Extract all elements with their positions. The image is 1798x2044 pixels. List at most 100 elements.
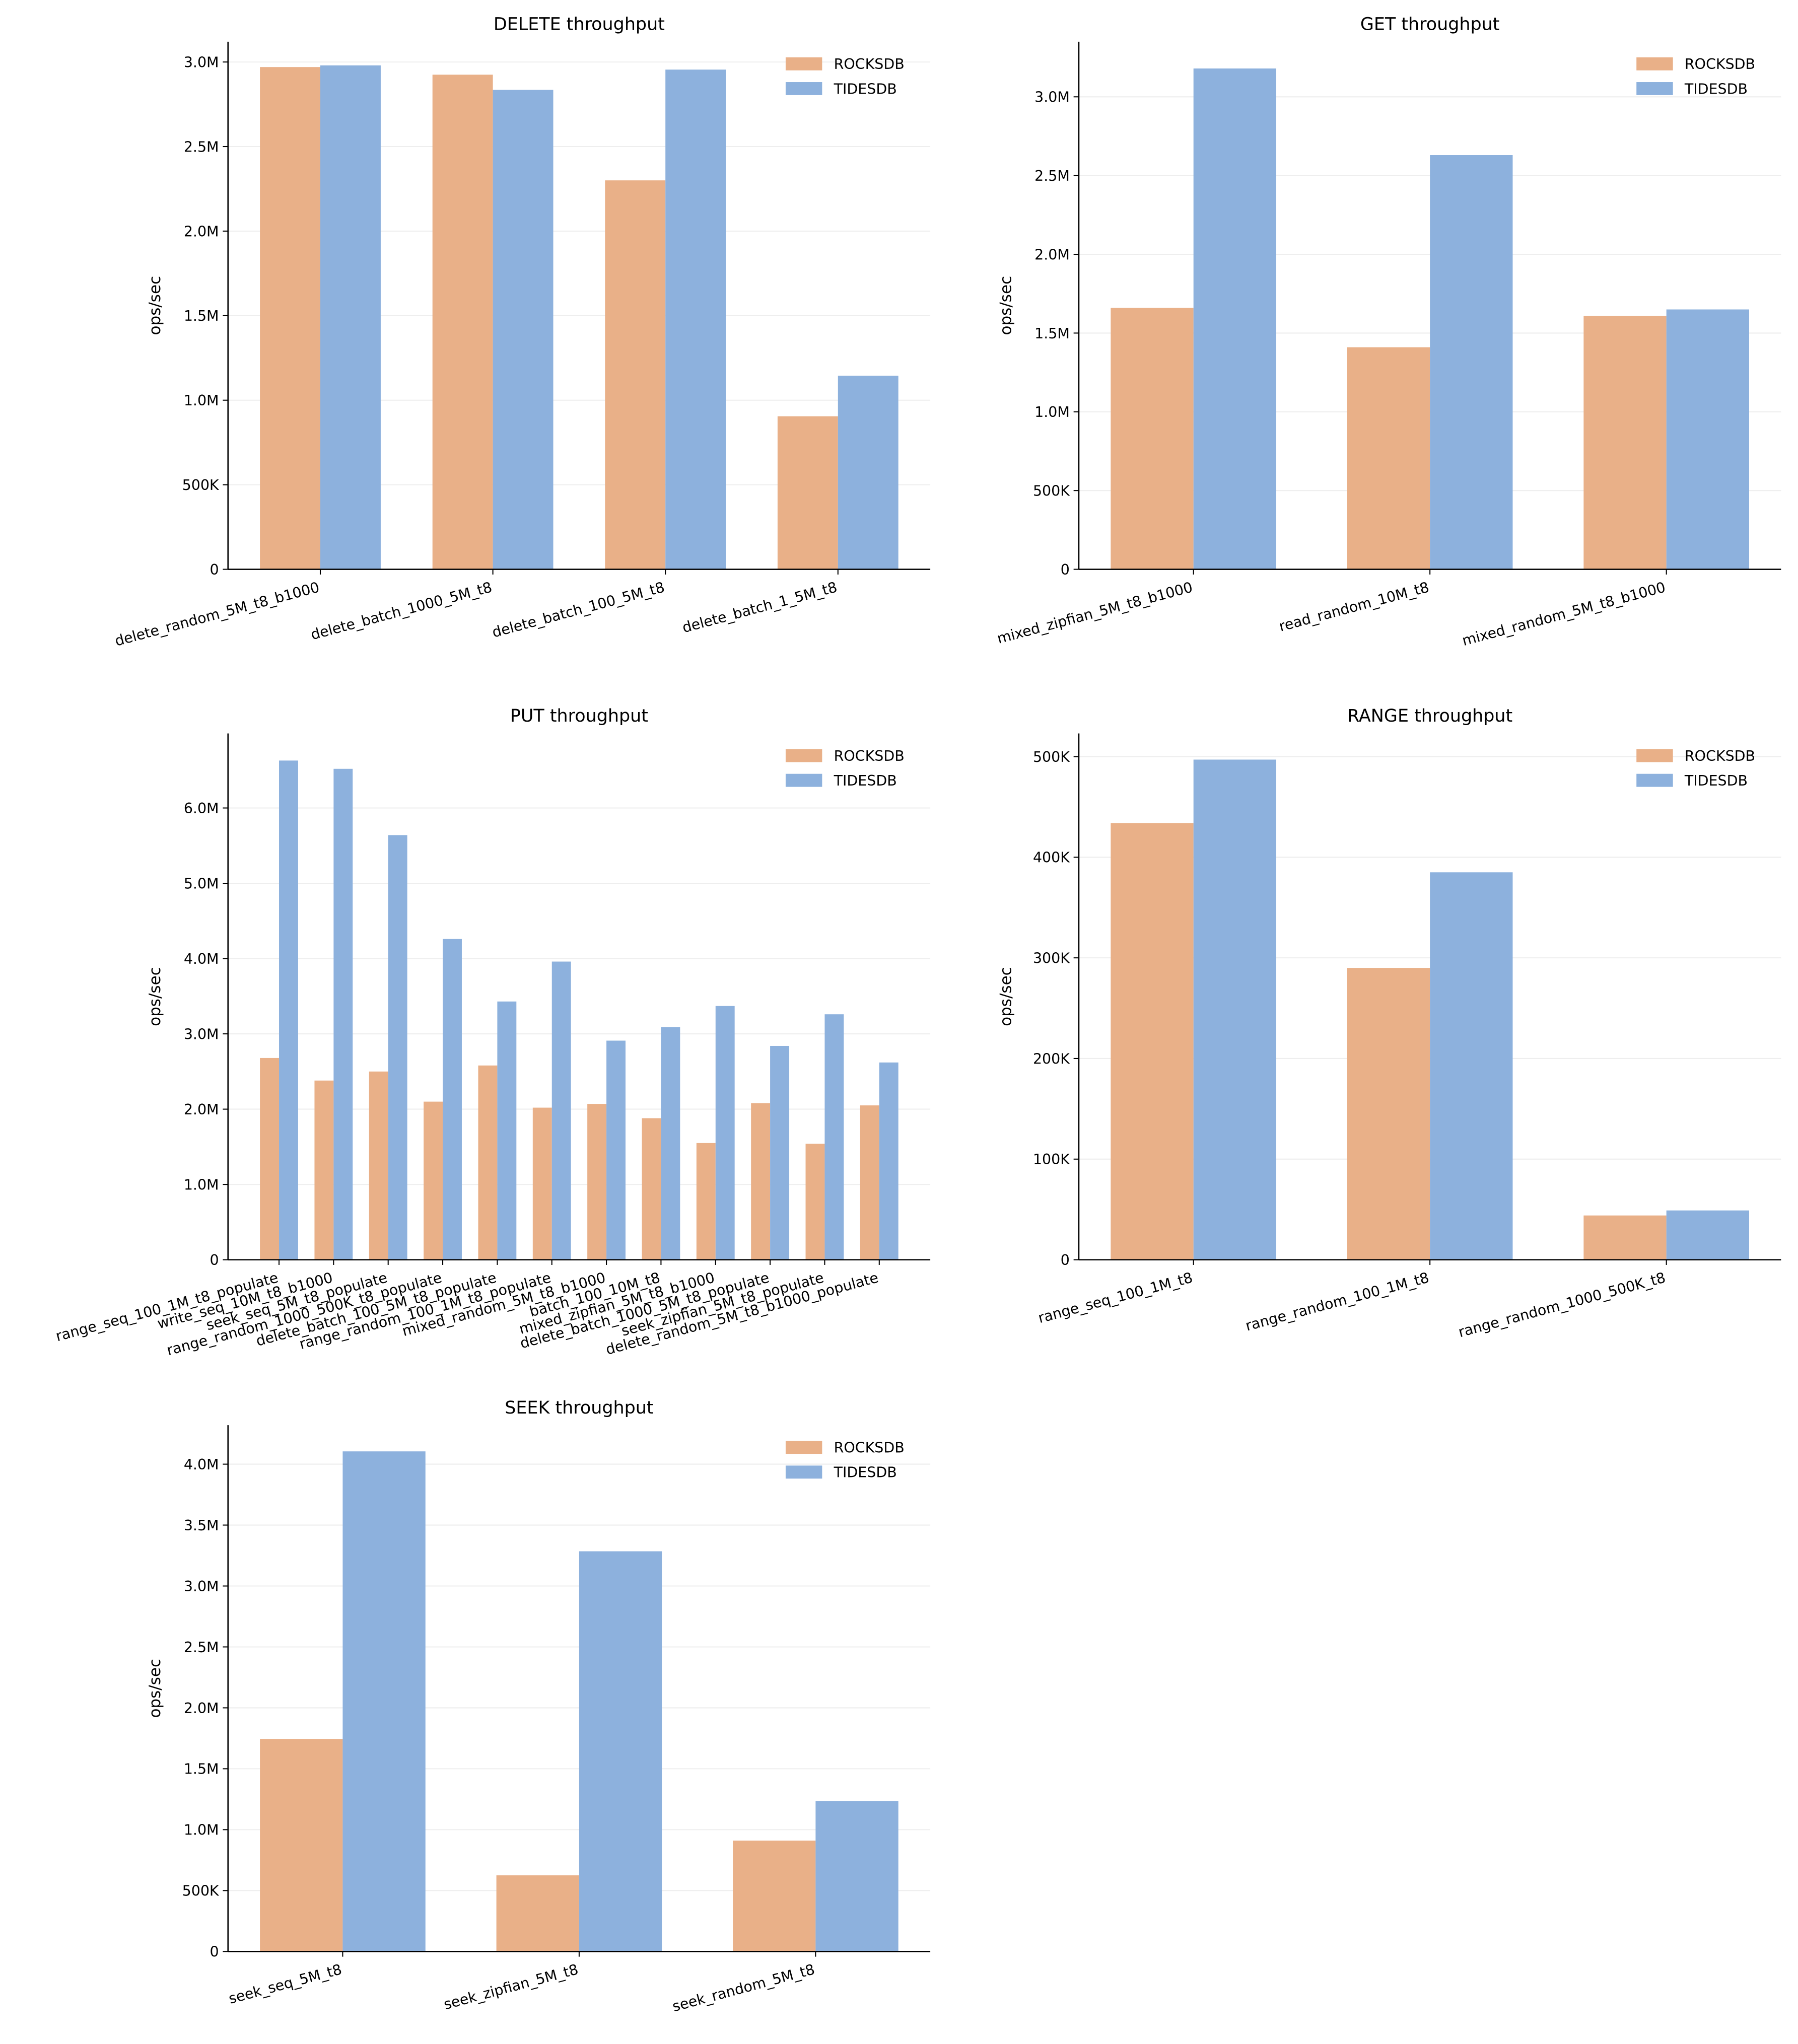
bar-rocksdb	[1111, 308, 1194, 570]
chart-title: RANGE throughput	[1347, 706, 1512, 726]
chart-seek: 0 500K 1.0M 1.5M 2.0M 2.5M 3.0M 3.5M 4.0M seek_se…	[146, 1398, 931, 2015]
y-tick-label: 1.5M	[184, 1761, 219, 1778]
y-axis-label: ops/sec	[146, 1659, 164, 1718]
y-tick-label: 3.0M	[184, 1026, 219, 1042]
x-tick-label: seek_seq_5M_t8	[227, 1961, 343, 2007]
x-tick-label: delete_random_5M_t8_b1000	[113, 579, 321, 649]
y-tick-label: 1.0M	[1034, 404, 1070, 420]
chart-title: PUT throughput	[510, 706, 648, 726]
bar-tidesdb	[715, 1006, 735, 1260]
bar-rocksdb	[314, 1080, 334, 1260]
bar-tidesdb	[1193, 68, 1277, 570]
legend: ROCKSDB TIDESDB	[785, 56, 905, 97]
bar-tidesdb	[333, 768, 353, 1260]
chart-title: GET throughput	[1360, 15, 1500, 35]
y-tick-label: 100K	[1033, 1151, 1070, 1168]
y-tick-label: 1.0M	[184, 1822, 219, 1839]
legend-label: TIDESDB	[1684, 772, 1748, 789]
bar-tidesdb	[1666, 1210, 1749, 1260]
y-tick-label: 5.0M	[184, 875, 219, 892]
bar-tidesdb	[1666, 309, 1749, 570]
legend: ROCKSDB TIDESDB	[1636, 748, 1755, 789]
x-tick-label: mixed_zipfian_5M_t8_b1000	[995, 579, 1194, 647]
bar-tidesdb	[661, 1027, 680, 1260]
y-tick-label: 3.0M	[184, 54, 219, 71]
y-tick-label: 2.5M	[184, 138, 219, 155]
y-tick-label: 500K	[182, 477, 220, 494]
legend-swatch-rocksdb	[785, 1441, 822, 1454]
bar-tidesdb	[1430, 872, 1513, 1260]
y-tick-label: 4.0M	[184, 1456, 219, 1473]
y-axis-label: ops/sec	[146, 967, 164, 1026]
y-tick-label: 2.0M	[1034, 246, 1070, 263]
x-tick-label: mixed_random_5M_t8_b1000	[1461, 579, 1668, 649]
bar-tidesdb	[606, 1040, 626, 1260]
legend-swatch-tidesdb	[1636, 773, 1673, 787]
legend-swatch-tidesdb	[785, 773, 822, 787]
bar-tidesdb	[770, 1045, 790, 1260]
legend-swatch-tidesdb	[785, 82, 822, 95]
bar-rocksdb	[642, 1118, 661, 1260]
y-tick-label: 4.0M	[184, 951, 219, 967]
bar-rocksdb	[777, 416, 838, 570]
y-tick-label: 0	[210, 1252, 219, 1268]
bar-rocksdb	[860, 1105, 879, 1260]
bar-rocksdb	[605, 180, 666, 570]
chart-title: SEEK throughput	[505, 1398, 653, 1418]
legend-label: TIDESDB	[834, 1464, 897, 1481]
y-tick-label: 2.5M	[184, 1639, 219, 1656]
legend-swatch-tidesdb	[785, 1465, 822, 1479]
y-tick-label: 500K	[1033, 749, 1070, 765]
y-tick-label: 2.0M	[184, 1101, 219, 1118]
y-tick-label: 1.0M	[184, 392, 219, 409]
legend-label: ROCKSDB	[834, 56, 905, 73]
y-tick-label: 500K	[1033, 483, 1070, 500]
bar-rocksdb	[432, 75, 493, 570]
bar-tidesdb	[665, 69, 726, 570]
bar-rocksdb	[369, 1071, 388, 1260]
bar-rocksdb	[260, 1058, 280, 1260]
y-tick-label: 3.5M	[184, 1517, 219, 1534]
legend-label: ROCKSDB	[834, 748, 905, 764]
bar-tidesdb	[497, 1001, 517, 1260]
bar-tidesdb	[815, 1801, 898, 1952]
y-tick-label: 3.0M	[184, 1578, 219, 1595]
x-tick-label: seek_random_5M_t8	[670, 1961, 816, 2015]
y-tick-label: 1.5M	[1034, 325, 1070, 342]
y-tick-label: 2.5M	[1034, 168, 1070, 184]
bar-rocksdb	[1347, 968, 1430, 1260]
bar-tidesdb	[342, 1451, 426, 1952]
bar-rocksdb	[1583, 316, 1667, 570]
y-tick-label: 300K	[1033, 950, 1070, 966]
bar-tidesdb	[551, 961, 571, 1260]
bar-rocksdb	[260, 1739, 343, 1952]
y-axis-label: ops/sec	[997, 276, 1015, 335]
bar-rocksdb	[733, 1841, 816, 1952]
legend-label: ROCKSDB	[1685, 56, 1755, 73]
bar-tidesdb	[279, 760, 298, 1260]
legend: ROCKSDB TIDESDB	[785, 748, 905, 789]
x-tick-label: seek_zipfian_5M_t8	[442, 1961, 580, 2013]
x-tick-label: delete_batch_1_5M_t8	[680, 579, 839, 636]
x-tick-label: delete_batch_1000_5M_t8	[309, 579, 494, 643]
bar-rocksdb	[496, 1875, 579, 1952]
y-tick-label: 0	[210, 1944, 219, 1960]
legend-swatch-rocksdb	[1636, 57, 1673, 71]
bar-rocksdb	[1111, 823, 1194, 1260]
bar-rocksdb	[805, 1144, 825, 1260]
legend-swatch-rocksdb	[785, 749, 822, 762]
bar-tidesdb	[443, 939, 462, 1260]
bar-rocksdb	[478, 1065, 498, 1260]
y-tick-label: 1.0M	[184, 1176, 219, 1193]
y-tick-label: 1.5M	[184, 308, 219, 324]
y-tick-label: 6.0M	[184, 800, 219, 817]
x-tick-label: range_seq_100_1M_t8	[1036, 1269, 1195, 1326]
y-tick-label: 3.0M	[1034, 89, 1070, 106]
bar-tidesdb	[1193, 759, 1277, 1260]
legend-swatch-rocksdb	[785, 57, 822, 71]
y-tick-label: 2.0M	[184, 223, 219, 240]
bar-tidesdb	[1430, 155, 1513, 570]
y-tick-label: 400K	[1033, 850, 1070, 866]
x-tick-label: range_random_100_1M_t8	[1243, 1269, 1431, 1334]
